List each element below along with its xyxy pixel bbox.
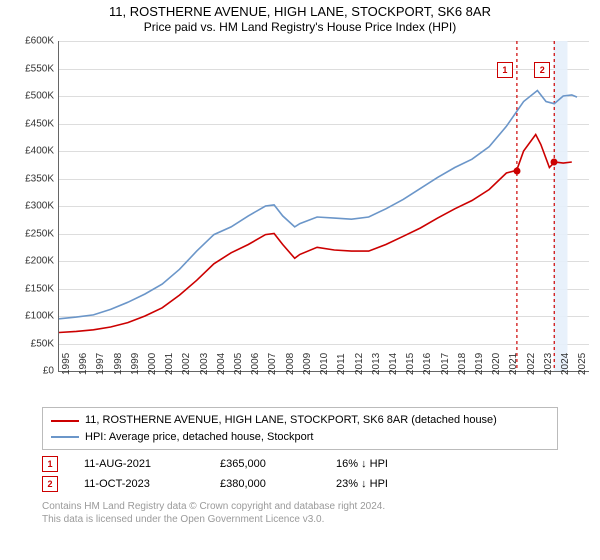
y-axis-label: £550K	[14, 63, 54, 74]
x-axis-label: 2007	[267, 353, 278, 375]
x-axis-label: 2005	[233, 353, 244, 375]
event-price: £380,000	[220, 478, 310, 490]
y-axis-label: £200K	[14, 256, 54, 267]
chart-title: 11, ROSTHERNE AVENUE, HIGH LANE, STOCKPO…	[6, 4, 594, 20]
event-diff: 16% ↓ HPI	[336, 458, 388, 470]
x-axis-label: 2020	[491, 353, 502, 375]
x-axis-label: 2017	[440, 353, 451, 375]
event-badge: 1	[42, 456, 58, 472]
event-row: 1 11-AUG-2021 £365,000 16% ↓ HPI	[42, 454, 558, 474]
legend-label-series1: 11, ROSTHERNE AVENUE, HIGH LANE, STOCKPO…	[85, 412, 497, 429]
event-marker-2: 2	[534, 62, 550, 78]
x-axis-label: 2025	[577, 353, 588, 375]
x-axis-label: 2018	[457, 353, 468, 375]
y-axis-label: £450K	[14, 118, 54, 129]
legend-swatch-series2	[51, 436, 79, 438]
x-axis-label: 2023	[543, 353, 554, 375]
event-dot-1	[513, 167, 520, 174]
x-axis-label: 2009	[302, 353, 313, 375]
chart-subtitle: Price paid vs. HM Land Registry's House …	[6, 20, 594, 35]
x-axis-label: 1996	[78, 353, 89, 375]
x-axis-label: 2006	[250, 353, 261, 375]
y-axis-label: £150K	[14, 283, 54, 294]
x-axis-label: 2010	[319, 353, 330, 375]
x-axis-label: 2004	[216, 353, 227, 375]
event-marker-1: 1	[497, 62, 513, 78]
event-row: 2 11-OCT-2023 £380,000 23% ↓ HPI	[42, 474, 558, 494]
event-dot-2	[551, 159, 558, 166]
y-axis-label: £600K	[14, 36, 54, 47]
plot-area: 12	[58, 41, 589, 372]
x-axis-label: 1998	[113, 353, 124, 375]
x-axis-label: 2001	[164, 353, 175, 375]
x-axis-label: 1995	[61, 353, 72, 375]
y-axis-label: £0	[14, 366, 54, 377]
x-axis-label: 2011	[336, 354, 347, 376]
x-axis-label: 2012	[354, 353, 365, 375]
x-axis-label: 2000	[147, 353, 158, 375]
legend: 11, ROSTHERNE AVENUE, HIGH LANE, STOCKPO…	[42, 407, 558, 450]
x-axis-label: 2024	[560, 353, 571, 375]
event-badge: 2	[42, 476, 58, 492]
y-axis-label: £250K	[14, 228, 54, 239]
x-axis-label: 2022	[526, 353, 537, 375]
event-date: 11-OCT-2023	[84, 478, 194, 490]
event-table: 1 11-AUG-2021 £365,000 16% ↓ HPI 2 11-OCT-202…	[42, 454, 558, 494]
y-axis-label: £50K	[14, 338, 54, 349]
x-axis-label: 1999	[130, 353, 141, 375]
legend-swatch-series1	[51, 420, 79, 422]
event-date: 11-AUG-2021	[84, 458, 194, 470]
x-axis-label: 1997	[95, 353, 106, 375]
x-axis-label: 2008	[285, 353, 296, 375]
y-axis-label: £400K	[14, 146, 54, 157]
x-axis-label: 2016	[422, 353, 433, 375]
x-axis-label: 2002	[181, 353, 192, 375]
event-price: £365,000	[220, 458, 310, 470]
y-axis-label: £350K	[14, 173, 54, 184]
x-axis-label: 2021	[508, 353, 519, 375]
x-axis-label: 2013	[371, 353, 382, 375]
y-axis-label: £100K	[14, 311, 54, 322]
chart: £0 £50K £100K £150K £200K £250K £300K £350K £400…	[14, 35, 594, 405]
y-axis-label: £500K	[14, 91, 54, 102]
event-diff: 23% ↓ HPI	[336, 478, 388, 490]
legend-label-series2: HPI: Average price, detached house, Stoc…	[85, 429, 314, 446]
x-axis-label: 2019	[474, 353, 485, 375]
y-axis-label: £300K	[14, 201, 54, 212]
x-axis-label: 2003	[199, 353, 210, 375]
footer-attribution: Contains HM Land Registry data © Crown c…	[42, 500, 558, 526]
x-axis-label: 2015	[405, 353, 416, 375]
x-axis-label: 2014	[388, 353, 399, 375]
